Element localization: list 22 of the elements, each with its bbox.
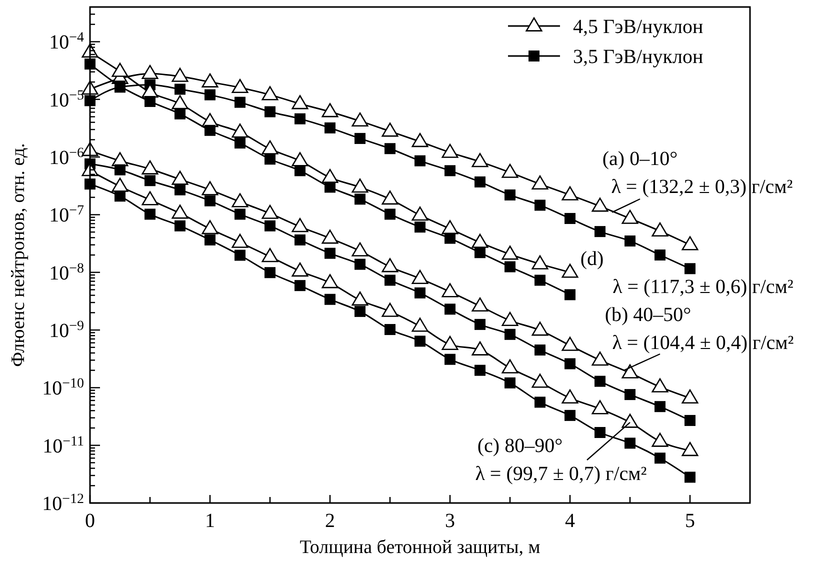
y-axis-title: Флюенс нейтронов, отн. ед.: [8, 143, 29, 367]
x-tick-label: 2: [325, 510, 335, 532]
y-tick-label: 10$^{−9}$: [49, 318, 84, 342]
legend-label: 4,5 ГэВ/нуклон: [573, 16, 704, 38]
annotation: (a) 0–10° λ = (132,2 ± 0,3) г/см²: [602, 148, 793, 198]
legend-label: 3,5 ГэВ/нуклон: [573, 46, 704, 68]
x-tick-label: 5: [685, 510, 695, 532]
x-tick-label: 0: [85, 510, 95, 532]
annotation: (c) 80–90° λ = (99,7 ± 0,7) г/см²: [475, 435, 647, 485]
x-tick-label: 4: [565, 510, 575, 532]
y-tick-label: 10$^{−5}$: [49, 88, 84, 112]
annotation: (d) λ = (117,3 ± 0,6) г/см²: [580, 248, 794, 298]
x-axis-title: Толщина бетонной защиты, м: [300, 537, 540, 558]
y-tick-label: 10$^{−12}$: [42, 492, 84, 515]
annotation: (b) 40–50° λ = (104,4 ± 0,4) г/см²: [604, 304, 794, 354]
y-tick-label: 10$^{−10}$: [42, 376, 84, 400]
x-tick-label: 1: [205, 510, 215, 532]
y-tick-label: 10$^{−11}$: [42, 434, 84, 458]
y-tick-label: 10$^{−4}$: [49, 30, 84, 54]
y-tick-label: 10$^{−8}$: [49, 260, 84, 284]
x-tick-label: 3: [445, 510, 455, 532]
y-tick-label: 10$^{−7}$: [49, 203, 84, 227]
